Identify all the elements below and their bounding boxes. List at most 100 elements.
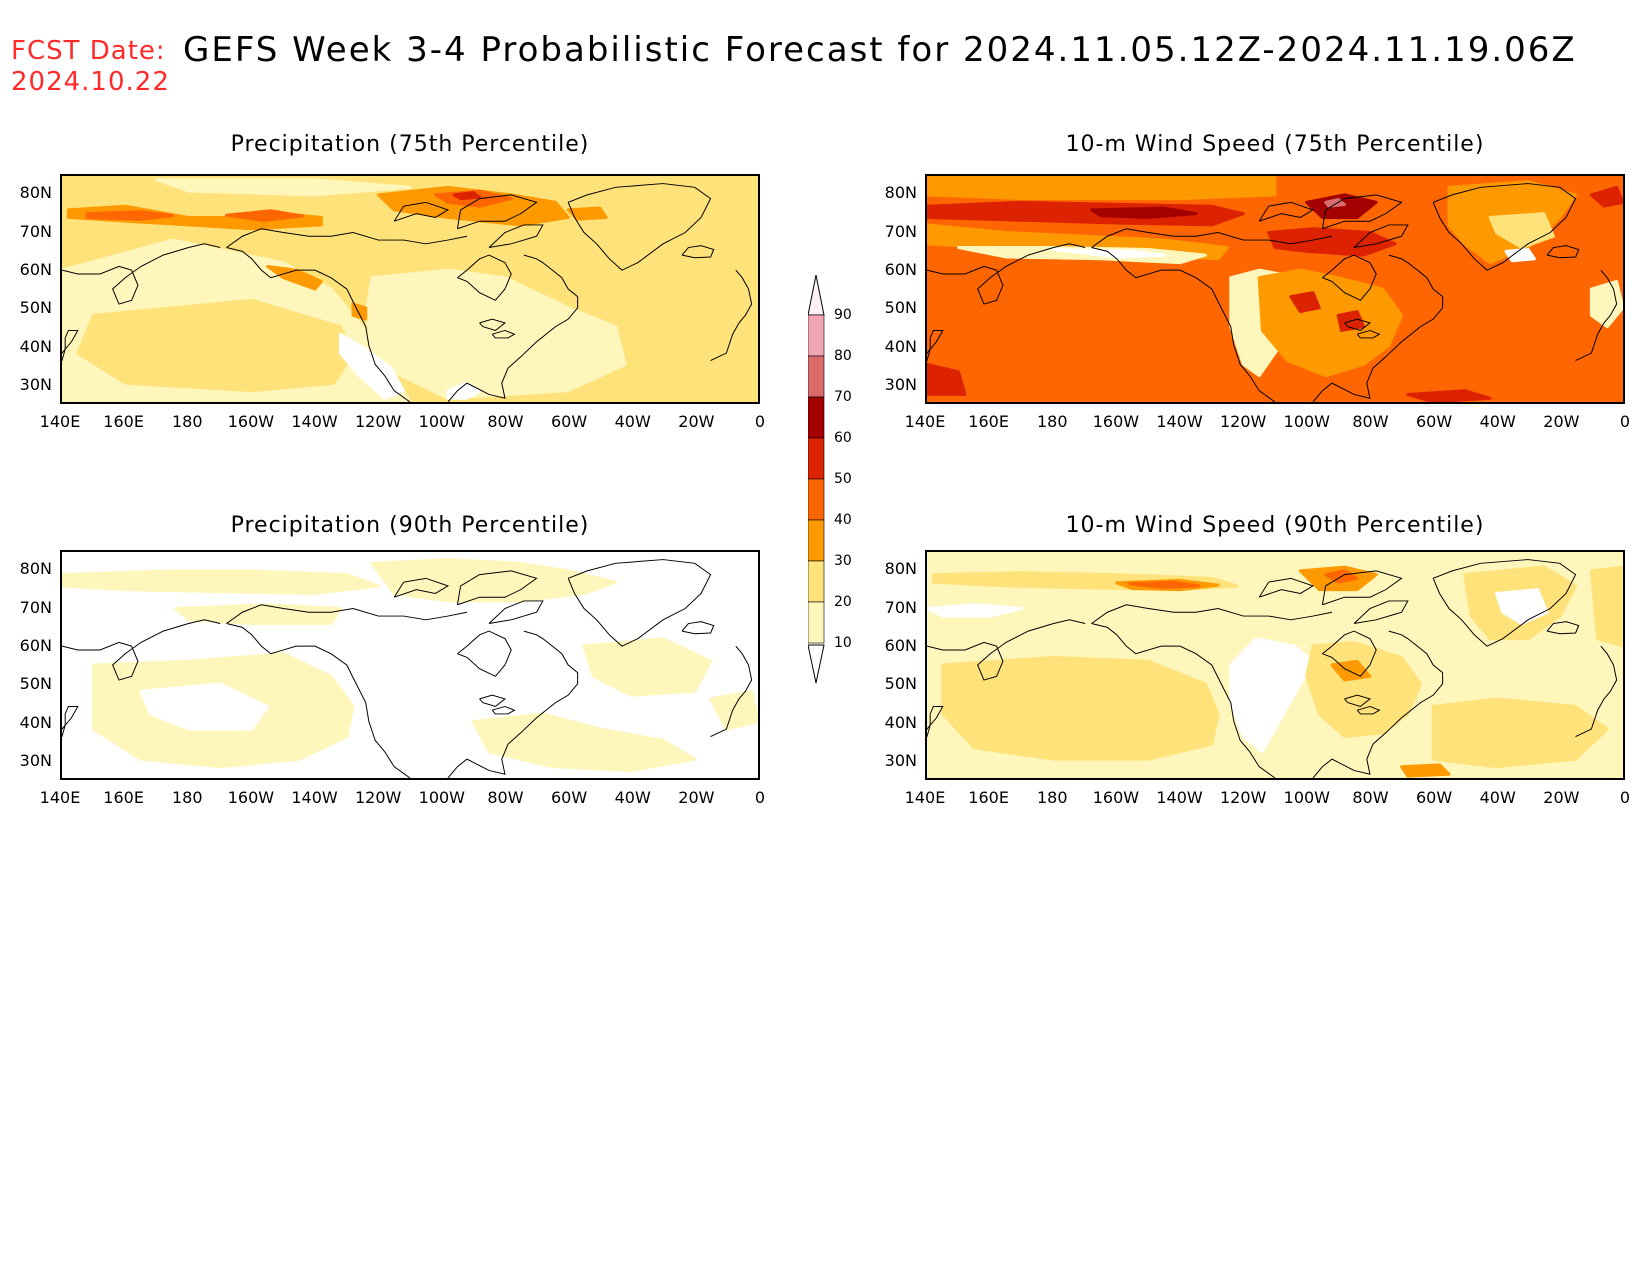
coastline-outline [681,245,715,259]
coastline-outline [567,559,712,647]
lon-tick-label: 0 [1619,788,1631,807]
lon-tick-label: 20W [1543,788,1580,807]
lat-tick-label: 50N [884,674,917,694]
lon-tick-label: 100W [418,412,465,431]
lon-tick-label: 140E [904,412,946,431]
panel-title-wind90: 10-m Wind Speed (90th Percentile) [1065,513,1485,538]
colorbar-box [807,601,825,644]
lat-tick-label: 50N [19,674,52,694]
lat-tick-label: 80N [884,559,917,579]
colorbar-level-label: 60 [834,430,852,446]
figure-title: GEFS Week 3-4 Probabilistic Forecast for… [183,30,1577,70]
probability-shade [85,210,175,221]
coastline-outline [1321,194,1403,230]
lon-tick-label: 120W [354,412,402,431]
probability-shade [1267,227,1397,257]
coastline-outline [681,621,715,635]
lat-tick-label: 40N [19,336,52,356]
probability-shade [471,712,697,772]
colorbar-box [807,519,825,562]
probability-shade [1229,637,1315,754]
probability-shade [582,637,713,697]
probability-shade [76,298,355,393]
map-wind75 [925,174,1625,404]
lon-tick-label: 60W [550,788,588,807]
lon-tick-label: 40W [614,412,651,431]
coastline-outline [1353,224,1409,249]
lon-tick-label: 0 [754,788,766,807]
probability-shade [225,209,304,222]
probability-shade [1494,588,1549,626]
coastline-outline [1322,254,1377,301]
coastline-outline [226,228,468,248]
coastline-outline [447,630,579,778]
coastline-outline [1091,623,1276,778]
lon-tick-label: 20W [1543,412,1580,431]
coastline-outline [1546,621,1580,635]
lon-tick-label: 180 [171,412,203,431]
probability-shade [1090,206,1198,219]
lat-tick-label: 60N [884,635,917,655]
coastline-outline [62,705,79,738]
coastline-outline [62,619,221,681]
lon-tick-label: 120W [1219,788,1267,807]
lat-tick-label: 30N [884,750,917,770]
fcst-date: 2024.10.22 [11,67,170,97]
coastline-outline [457,630,512,677]
colorbar-box [807,437,825,480]
map-field-wind90 [927,552,1623,778]
coastline-outline [1344,318,1372,332]
coastline-outline [226,604,468,624]
lon-tick-label: 80W [1352,412,1389,431]
coastline-outline [488,224,544,249]
coastline-outline [927,705,944,738]
lat-tick-label: 80N [884,183,917,203]
coastline-outline [226,247,411,402]
map-precip90 [60,550,760,780]
coastline-outline [1322,630,1377,677]
coastline-outline [1312,630,1444,778]
lat-tick-label: 30N [884,374,917,394]
lon-tick-label: 0 [1619,412,1631,431]
colorbar-level-label: 20 [834,594,852,610]
lat-tick-label: 40N [884,336,917,356]
lat-tick-label: 50N [19,298,52,318]
map-field-precip75 [62,176,758,402]
colorbar: 90 80 70 60 50 40 30 20 10 [807,274,852,689]
lon-tick-label: 120W [1219,412,1267,431]
lon-tick-label: 180 [171,788,203,807]
lon-tick-label: 80W [487,788,524,807]
lat-tick-label: 70N [19,597,52,617]
coastline-outline [1321,570,1403,606]
map-field-wind75 [927,176,1623,402]
probability-shade [446,381,482,400]
coastline-outline [1312,254,1444,402]
lon-tick-label: 40W [1479,412,1516,431]
coastline-outline [567,183,712,271]
probability-shade [566,206,608,221]
lon-tick-label: 160E [968,412,1009,431]
probability-shade [1406,389,1492,402]
coastline-outline [1091,228,1333,248]
coastline-outline [1546,245,1580,259]
colorbar-level-label: 40 [834,512,852,528]
colorbar-box [807,314,825,357]
probability-shade [338,332,406,400]
lon-tick-label: 40W [614,788,651,807]
colorbar-box [807,396,825,439]
lon-tick-label: 0 [754,412,766,431]
lon-tick-label: 160W [227,412,275,431]
coastline-outline [62,243,221,305]
lat-tick-label: 30N [19,750,52,770]
lon-tick-label: 140E [39,412,81,431]
colorbar-level-label: 10 [834,635,852,651]
lat-tick-label: 70N [884,597,917,617]
lon-tick-label: 160E [103,412,144,431]
coastline-outline [1432,183,1577,271]
lon-tick-label: 100W [418,788,465,807]
coastline-outline [393,201,450,222]
coastline-outline [491,329,516,339]
panel-title-precip90: Precipitation (90th Percentile) [230,513,590,538]
coastline-outline [927,243,1086,305]
lat-tick-label: 50N [884,298,917,318]
